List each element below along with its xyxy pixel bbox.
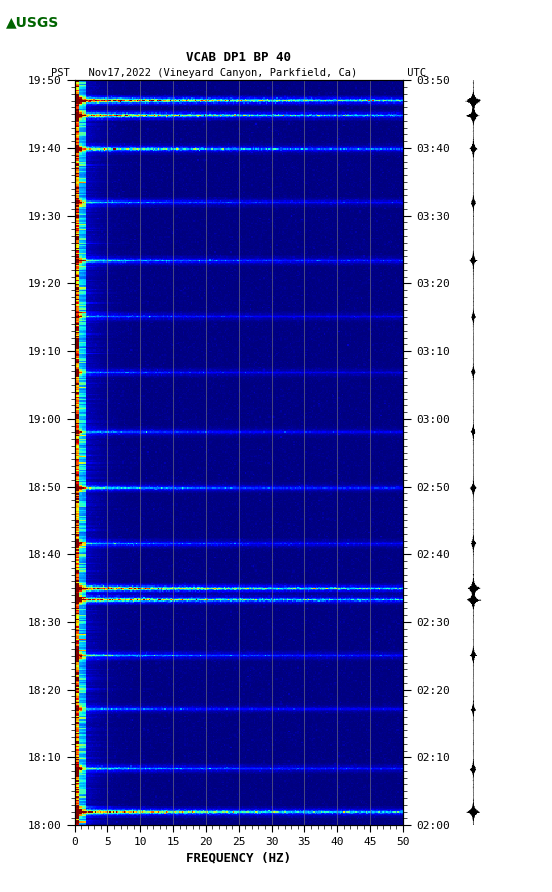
- Text: ▲USGS: ▲USGS: [6, 15, 59, 29]
- Text: PST   Nov17,2022 (Vineyard Canyon, Parkfield, Ca)        UTC: PST Nov17,2022 (Vineyard Canyon, Parkfie…: [51, 69, 426, 78]
- X-axis label: FREQUENCY (HZ): FREQUENCY (HZ): [186, 851, 291, 864]
- Text: VCAB DP1 BP 40: VCAB DP1 BP 40: [186, 51, 291, 64]
